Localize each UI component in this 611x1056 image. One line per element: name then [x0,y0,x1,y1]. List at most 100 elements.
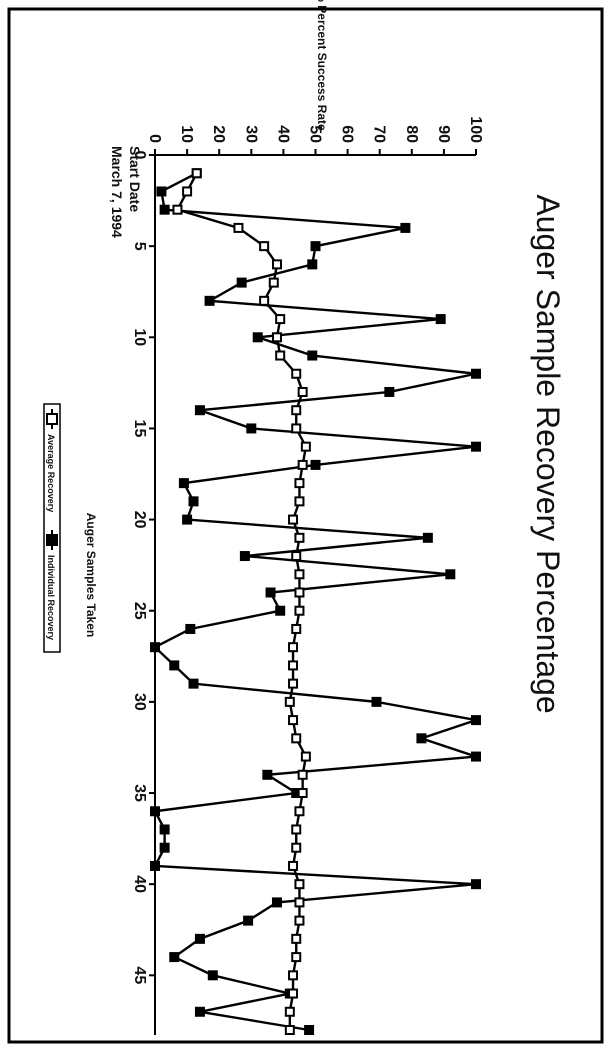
point-individual-6 [307,259,318,270]
point-average-46 [288,988,299,999]
y-tick-label-30: 30 [242,125,259,143]
y-tick-label-10: 10 [178,125,195,143]
point-average-7 [268,277,279,288]
point-average-28 [288,660,299,671]
point-individual-7 [236,277,247,288]
point-individual-17 [310,459,321,470]
y-tick-label-40: 40 [274,125,291,143]
point-average-11 [275,350,286,361]
x-tick-label-40: 40 [131,875,148,893]
point-average-41 [294,897,305,908]
point-average-3 [172,204,183,215]
x-tick-label-15: 15 [131,420,148,438]
point-individual-14 [194,405,205,416]
point-average-20 [288,514,299,525]
point-average-39 [288,860,299,871]
point-average-44 [291,952,302,963]
point-individual-42 [243,915,254,926]
x-tick-label-20: 20 [131,511,148,529]
point-average-37 [291,824,302,835]
point-average-9 [275,314,286,325]
point-individual-20 [182,514,193,525]
point-individual-26 [185,623,196,634]
y-tick-label-60: 60 [339,125,356,143]
point-average-21 [294,532,305,543]
point-individual-13 [384,386,395,397]
x-tick-label-45: 45 [131,966,148,984]
point-average-47 [284,1006,295,1017]
point-average-34 [297,769,308,780]
point-average-6 [271,259,282,270]
y-tick-label-50: 50 [307,125,324,143]
point-individual-45 [207,970,218,981]
point-average-17 [297,459,308,470]
point-average-48 [284,1025,295,1035]
y-tick-label-100: 100 [467,116,484,143]
start-date-annotation: Start Date March 7, 1994 [109,146,143,238]
x-tick-label-25: 25 [131,602,148,620]
y-tick-label-0: 0 [146,134,163,143]
point-individual-39 [150,860,160,871]
x-tick-label-0: 0 [131,151,148,160]
point-individual-23 [445,569,456,580]
point-individual-47 [194,1006,205,1017]
x-tick-label-35: 35 [131,784,148,802]
point-average-10 [271,332,282,343]
point-average-19 [294,496,305,507]
point-average-16 [300,441,311,452]
point-average-30 [284,696,295,707]
series-layer [150,168,481,1035]
point-average-45 [288,970,299,981]
point-average-29 [288,678,299,689]
point-individual-25 [275,605,286,616]
point-average-36 [294,806,305,817]
legend-marker-average [46,413,58,425]
point-individual-34 [262,769,273,780]
point-individual-27 [150,642,160,653]
point-individual-5 [310,241,321,252]
point-average-26 [291,623,302,634]
point-average-13 [297,386,308,397]
legend-label-individual: Individual Recovery [46,555,56,640]
point-average-18 [294,478,305,489]
start-date-label: Start Date [127,146,143,212]
legend-box [43,403,61,653]
x-tick-label-5: 5 [131,242,148,251]
point-average-12 [291,368,302,379]
outer-border [7,7,604,1044]
point-individual-12 [471,368,481,379]
point-individual-19 [188,496,199,507]
y-tick-label-70: 70 [371,125,388,143]
point-individual-44 [169,952,180,963]
point-individual-30 [371,696,382,707]
point-individual-8 [204,295,215,306]
x-axis-label: Auger Samples Taken [84,513,98,638]
point-individual-18 [178,478,189,489]
point-individual-31 [471,715,481,726]
point-average-35 [297,788,308,799]
legend: Average Recovery Individual Recovery [43,403,61,653]
point-average-5 [259,241,270,252]
legend-label-average: Average Recovery [46,434,56,512]
x-tick-label-10: 10 [131,328,148,346]
point-individual-3 [159,204,170,215]
point-average-22 [291,551,302,562]
point-average-43 [291,933,302,944]
point-average-14 [291,405,302,416]
point-individual-11 [307,350,318,361]
y-axis-label: % Percent Success Rate [315,0,329,131]
point-individual-37 [159,824,170,835]
point-individual-15 [246,423,257,434]
point-average-4 [233,222,244,233]
point-individual-43 [194,933,205,944]
point-individual-40 [471,879,481,890]
point-average-33 [300,751,311,762]
point-average-2 [182,186,193,197]
point-average-31 [288,715,299,726]
point-average-8 [259,295,270,306]
point-average-15 [291,423,302,434]
start-date-value: March 7, 1994 [109,146,125,238]
point-average-27 [288,642,299,653]
